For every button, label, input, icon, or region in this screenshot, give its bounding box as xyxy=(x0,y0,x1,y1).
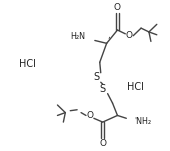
Text: 'NH₂: 'NH₂ xyxy=(134,117,151,126)
Text: H₂N: H₂N xyxy=(70,32,85,41)
Text: O: O xyxy=(86,111,94,120)
Text: O: O xyxy=(99,139,106,148)
Text: ,: , xyxy=(108,31,110,40)
Text: O: O xyxy=(114,3,121,12)
Text: HCl: HCl xyxy=(127,82,144,92)
Text: O: O xyxy=(126,31,133,40)
Text: HCl: HCl xyxy=(19,59,36,69)
Text: S: S xyxy=(100,84,106,94)
Text: S: S xyxy=(94,72,100,82)
